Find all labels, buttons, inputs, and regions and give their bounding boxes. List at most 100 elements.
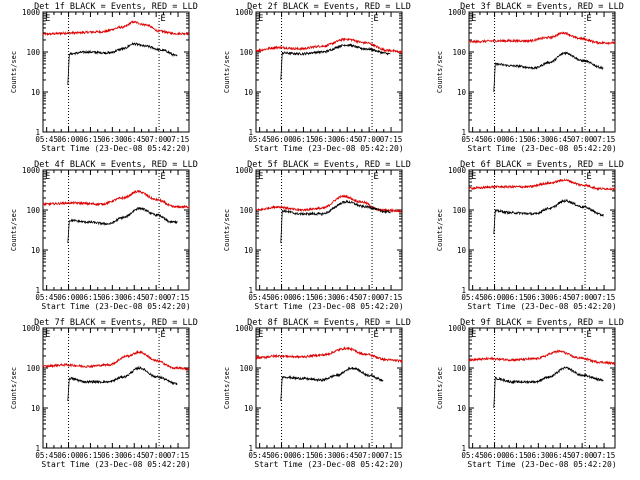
event-marker-label: E: [45, 172, 50, 182]
x-tick-label: 05:45: [35, 293, 58, 302]
x-tick-label: 07:15: [167, 451, 190, 460]
event-marker-label: E: [45, 330, 50, 340]
panel-det-2: Det 2f BLACK = Events, RED = LLD E E 1 10 100…: [223, 2, 411, 153]
events-series-line: [67, 365, 178, 402]
x-tick-label: 06:45: [549, 451, 572, 460]
x-tick-label: 06:30: [101, 293, 124, 302]
x-tick-label: 07:15: [593, 293, 616, 302]
lld-series-line: [42, 349, 190, 372]
y-axis-title: Counts/sec: [436, 209, 444, 251]
plot-frame: [468, 11, 616, 133]
y-tick-label: 10: [457, 88, 467, 97]
event-marker-label: E: [586, 14, 591, 24]
x-tick-label: 06:15: [292, 451, 315, 460]
x-tick-label: 07:15: [380, 293, 403, 302]
event-marker-label: E: [373, 14, 378, 24]
x-tick-label: 06:00: [57, 135, 80, 144]
event-marker-label: E: [471, 330, 476, 340]
y-tick-label: 100: [239, 364, 253, 373]
x-tick-label: 05:45: [461, 135, 484, 144]
y-tick-label: 1000: [235, 166, 254, 175]
y-tick-label: 100: [26, 206, 40, 215]
y-tick-label: 1000: [448, 8, 467, 17]
panel-title: Det 5f BLACK = Events, RED = LLD: [247, 160, 411, 170]
x-tick-label: 05:45: [461, 293, 484, 302]
y-tick-label: 10: [457, 246, 467, 255]
y-tick-label: 1: [461, 444, 466, 453]
lld-series-line: [468, 31, 616, 46]
event-marker-label: E: [471, 172, 476, 182]
x-axis-title: Start Time (23-Dec-08 05:42:20): [254, 144, 403, 153]
y-tick-label: 100: [239, 206, 253, 215]
event-marker-label: E: [160, 172, 165, 182]
y-tick-label: 1: [248, 444, 253, 453]
events-series-line: [67, 42, 178, 86]
x-tick-label: 06:00: [483, 293, 506, 302]
x-axis-title: Start Time (23-Dec-08 05:42:20): [467, 302, 616, 311]
x-axis-title: Start Time (23-Dec-08 05:42:20): [467, 460, 616, 469]
y-tick-label: 1: [35, 286, 40, 295]
x-tick-label: 07:15: [380, 451, 403, 460]
panel-det-5: Det 5f BLACK = Events, RED = LLD E E 1 10 100…: [223, 160, 411, 311]
x-tick-label: 06:00: [483, 451, 506, 460]
panel-det-4: Det 4f BLACK = Events, RED = LLD E E 1 10 100…: [10, 160, 198, 311]
events-series-line: [280, 366, 384, 402]
x-tick-label: 07:00: [358, 293, 381, 302]
events-series-line: [280, 199, 391, 244]
panel-title: Det 9f BLACK = Events, RED = LLD: [460, 318, 624, 328]
x-tick-label: 06:30: [101, 135, 124, 144]
x-axis-title: Start Time (23-Dec-08 05:42:20): [467, 144, 616, 153]
y-tick-label: 10: [31, 404, 41, 413]
x-tick-label: 07:00: [145, 135, 168, 144]
x-tick-label: 05:45: [35, 451, 58, 460]
x-axis-title: Start Time (23-Dec-08 05:42:20): [41, 460, 190, 469]
y-tick-label: 1000: [448, 324, 467, 333]
y-tick-label: 10: [244, 246, 254, 255]
x-tick-label: 06:00: [57, 293, 80, 302]
x-tick-label: 06:00: [57, 451, 80, 460]
x-tick-label: 07:00: [358, 451, 381, 460]
panel-det-6: Det 6f BLACK = Events, RED = LLD E E 1 10 100…: [436, 160, 624, 311]
panel-det-8: Det 8f BLACK = Events, RED = LLD E E 1 10 100…: [223, 318, 411, 469]
y-tick-label: 100: [26, 364, 40, 373]
y-tick-label: 1: [35, 128, 40, 137]
x-tick-label: 07:00: [571, 293, 594, 302]
y-tick-label: 1000: [235, 8, 254, 17]
plot-frame: [42, 169, 190, 291]
y-tick-label: 1: [35, 444, 40, 453]
x-tick-label: 07:15: [167, 293, 190, 302]
event-marker-label: E: [258, 14, 263, 24]
event-marker-label: E: [160, 330, 165, 340]
x-tick-label: 06:30: [101, 451, 124, 460]
y-tick-label: 100: [452, 364, 466, 373]
y-tick-label: 1: [248, 128, 253, 137]
panel-title: Det 1f BLACK = Events, RED = LLD: [34, 2, 198, 12]
panel-det-7: Det 7f BLACK = Events, RED = LLD E E 1 10 100…: [10, 318, 198, 469]
y-tick-label: 100: [26, 48, 40, 57]
x-tick-label: 06:45: [336, 135, 359, 144]
y-tick-label: 1000: [22, 324, 41, 333]
x-tick-label: 06:15: [79, 293, 102, 302]
y-axis-title: Counts/sec: [223, 209, 231, 251]
y-tick-label: 1000: [448, 166, 467, 175]
x-axis-title: Start Time (23-Dec-08 05:42:20): [41, 302, 190, 311]
y-tick-label: 1: [461, 128, 466, 137]
x-tick-label: 06:45: [549, 293, 572, 302]
x-tick-label: 06:00: [270, 135, 293, 144]
x-tick-label: 07:00: [358, 135, 381, 144]
y-axis-title: Counts/sec: [223, 367, 231, 409]
x-tick-label: 07:15: [593, 451, 616, 460]
lld-series-line: [468, 178, 616, 192]
x-tick-label: 06:45: [549, 135, 572, 144]
plot-frame: [468, 327, 616, 449]
x-tick-label: 06:45: [123, 135, 146, 144]
x-tick-label: 06:15: [505, 293, 528, 302]
y-tick-label: 100: [452, 48, 466, 57]
x-tick-label: 07:00: [571, 451, 594, 460]
lld-series-line: [42, 189, 190, 209]
x-tick-label: 07:00: [571, 135, 594, 144]
panel-det-3: Det 3f BLACK = Events, RED = LLD E E 1 10 100…: [436, 2, 624, 153]
x-tick-label: 06:45: [123, 293, 146, 302]
y-axis-title: Counts/sec: [223, 51, 231, 93]
